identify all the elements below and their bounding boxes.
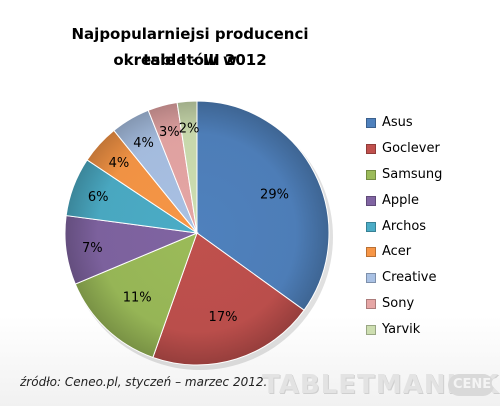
legend-label: Apple xyxy=(382,192,420,208)
data-label-goclever: 17% xyxy=(209,310,238,325)
pie-slice-goclever xyxy=(152,232,305,366)
data-label-yarvik: 2% xyxy=(179,122,200,137)
pie-chart: 29% 17% 11% 7% 6% 4%4% 3% 2% xyxy=(64,100,333,370)
legend-swatch xyxy=(366,143,376,154)
watermark-badge: CENEO.pl xyxy=(448,374,500,396)
legend-label: Goclever xyxy=(382,140,440,156)
data-label-sony: 3% xyxy=(159,125,180,140)
legend-label: Archos xyxy=(382,218,427,234)
legend-swatch xyxy=(366,195,376,206)
legend-swatch xyxy=(366,221,376,232)
legend-label: Yarvik xyxy=(382,322,421,338)
legend-swatch xyxy=(366,299,376,310)
legend-label: Creative xyxy=(382,270,437,286)
chart-title-line1: Najpopularniejsi producenci tabletów w xyxy=(71,25,309,69)
legend-swatch xyxy=(366,118,376,128)
watermark-logo: TABLETMANIAK CENEO.pl xyxy=(262,366,500,406)
data-label-apple: 7% xyxy=(82,241,103,256)
legend-label: Samsung xyxy=(382,166,443,182)
data-label-samsung: 11% xyxy=(123,290,152,305)
data-label-acer: 4% xyxy=(109,156,130,171)
data-label-archos: 6% xyxy=(88,190,109,205)
data-label-creative: 4% xyxy=(133,136,154,151)
legend-label: Sony xyxy=(382,296,415,312)
legend-label: Acer xyxy=(382,244,412,260)
chart-title-line2: okresie I - III 2012 xyxy=(113,51,267,69)
data-label-asus: 29% xyxy=(260,187,289,202)
pie-slice-yarvik xyxy=(176,100,198,234)
legend-swatch xyxy=(366,247,376,258)
pie-slice-samsung xyxy=(74,232,198,359)
source-note: źródło: Ceneo.pl, styczeń – marzec 2012. xyxy=(20,375,268,389)
legend-label: Asus xyxy=(382,115,413,130)
legend-swatch xyxy=(366,273,376,284)
pie-slice-asus xyxy=(196,100,330,311)
legend-swatch xyxy=(366,169,376,180)
legend-swatch xyxy=(366,325,376,336)
